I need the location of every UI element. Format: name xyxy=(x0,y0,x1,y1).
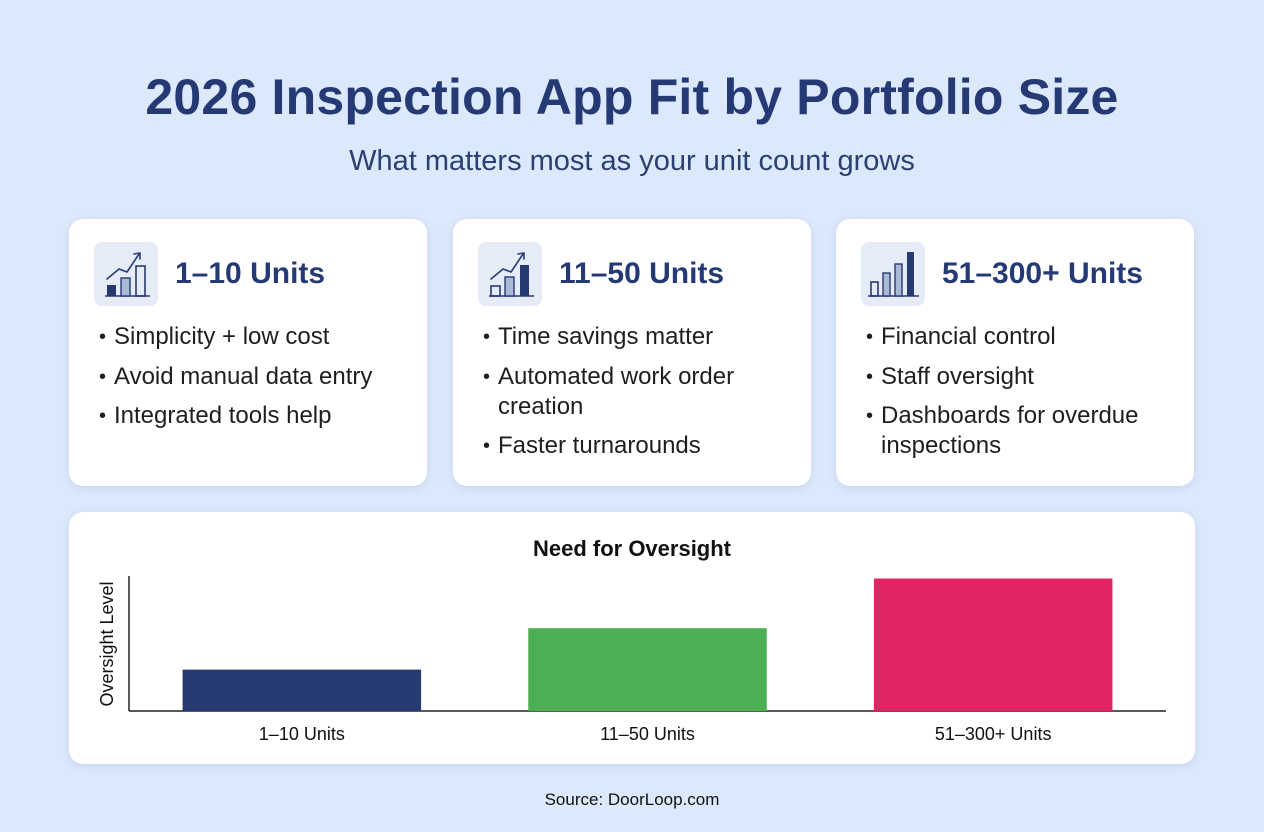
page-title: 2026 Inspection App Fit by Portfolio Siz… xyxy=(145,69,1119,125)
card-title: 51–300+ Units xyxy=(942,257,1143,290)
growth-chart-icon xyxy=(94,242,158,306)
y-axis-label: Oversight Level xyxy=(97,581,117,706)
bar-3 xyxy=(873,578,1113,711)
x-tick-label: 11–50 Units xyxy=(600,724,695,744)
bar-2 xyxy=(528,628,767,711)
bullet-list: Time savings matter Automated work order… xyxy=(483,322,803,471)
x-tick-label: 51–300+ Units xyxy=(935,724,1052,744)
card-1-10-units: 1–10 Units Simplicity + low cost Avoid m… xyxy=(69,219,427,486)
source-note: Source: DoorLoop.com xyxy=(544,790,720,809)
bullet-list: Financial control Staff oversight Dashbo… xyxy=(866,322,1186,471)
growth-chart-icon xyxy=(478,242,542,306)
oversight-bar-chart: Need for Oversight Oversight Level 1–10 … xyxy=(97,536,1166,744)
bullet-item: Time savings matter xyxy=(483,322,803,352)
card-51-300-units: 51–300+ Units Financial control Staff ov… xyxy=(836,219,1194,486)
chart-title: Need for Oversight xyxy=(533,536,732,561)
bullet-item: Faster turnarounds xyxy=(483,431,803,461)
bullet-item: Financial control xyxy=(866,322,1186,352)
bullet-item: Staff oversight xyxy=(866,362,1186,392)
page-subtitle: What matters most as your unit count gro… xyxy=(349,145,915,177)
bar-1 xyxy=(182,669,422,711)
bullet-item: Automated work order creation xyxy=(483,362,803,422)
bar-chart-icon xyxy=(861,242,925,306)
bullet-item: Simplicity + low cost xyxy=(99,322,419,352)
card-title: 11–50 Units xyxy=(559,257,725,290)
card-title: 1–10 Units xyxy=(175,257,326,290)
card-11-50-units: 11–50 Units Time savings matter Automate… xyxy=(453,219,811,486)
bullet-item: Integrated tools help xyxy=(99,401,419,431)
bullet-item: Dashboards for overdue inspections xyxy=(866,401,1186,461)
oversight-chart-card: Need for Oversight Oversight Level 1–10 … xyxy=(69,512,1195,764)
x-tick-label: 1–10 Units xyxy=(259,724,345,744)
bullet-item: Avoid manual data entry xyxy=(99,362,419,392)
bullet-list: Simplicity + low cost Avoid manual data … xyxy=(99,322,419,441)
